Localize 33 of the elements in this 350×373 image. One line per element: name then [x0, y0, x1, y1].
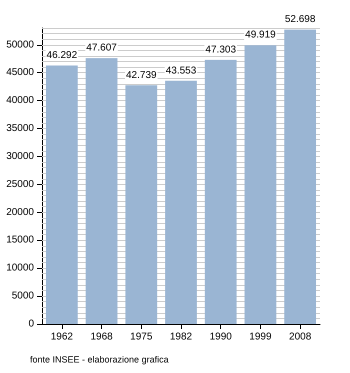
x-tick-label: 1982 [170, 332, 193, 342]
data-label: 49.919 [245, 30, 276, 41]
bar [165, 80, 197, 324]
x-tick-label: 2008 [289, 332, 312, 342]
y-tick-label: 10000 [6, 262, 34, 274]
bar [204, 60, 237, 324]
y-tick-label: 20000 [6, 206, 34, 218]
data-label: 43.553 [166, 65, 197, 76]
data-label: 52.698 [284, 14, 316, 26]
source-note: fonte INSEE - elaborazione grafica [30, 354, 169, 364]
y-tick-label: 5000 [12, 290, 34, 302]
y-tick-label: 0 [28, 318, 34, 330]
data-label: 46.292 [46, 50, 78, 61]
data-label: 47.303 [205, 44, 236, 56]
data-label: 47.607 [86, 42, 118, 54]
y-tick-label: 50000 [6, 39, 34, 50]
x-tick-label: 1990 [210, 332, 232, 342]
y-tick-label: 30000 [6, 150, 34, 162]
data-label: 42.739 [126, 70, 158, 81]
x-tick-label: 1962 [50, 332, 74, 342]
y-tick-label: 15000 [6, 234, 34, 246]
bar [125, 85, 158, 324]
bar [46, 65, 78, 324]
x-tick-label: 1999 [249, 332, 272, 342]
y-tick-label: 35000 [6, 123, 34, 134]
x-tick-label: 1968 [90, 332, 114, 342]
bar [86, 58, 118, 324]
y-tick-label: 45000 [6, 67, 34, 78]
y-tick-label: 25000 [6, 178, 34, 190]
y-tick-label: 40000 [6, 95, 34, 106]
bar [284, 30, 316, 324]
bar [244, 45, 276, 324]
x-tick-label: 1975 [130, 332, 153, 342]
